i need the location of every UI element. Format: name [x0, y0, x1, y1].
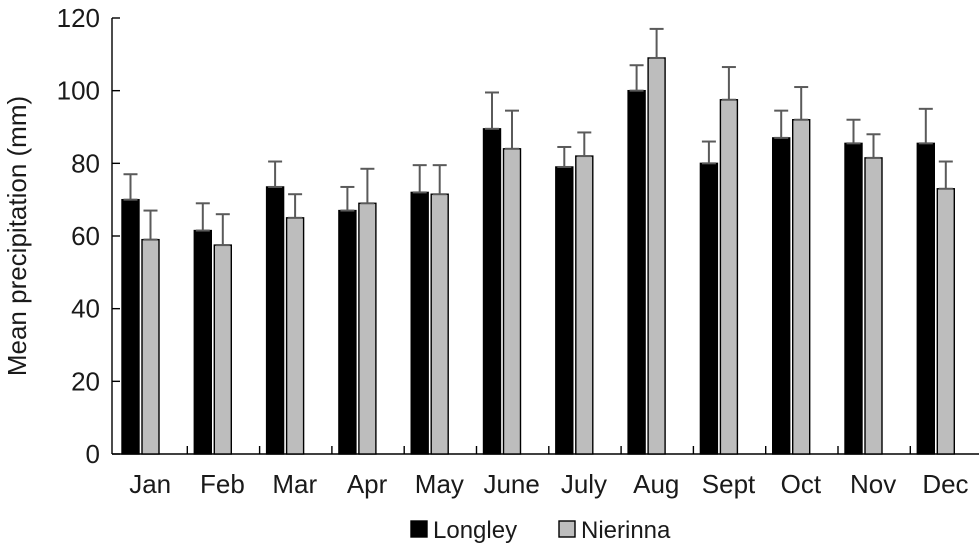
bar-longley-may	[410, 191, 429, 455]
bar-longley-oct	[772, 137, 791, 455]
x-tick-label: Mar	[272, 469, 317, 499]
x-tick-label: Feb	[200, 469, 245, 499]
x-tick-label: Sept	[702, 469, 756, 499]
legend-label-nierinna: Nierinna	[581, 517, 671, 544]
y-tick-label: 80	[71, 148, 100, 178]
y-tick-label: 20	[71, 366, 100, 396]
y-tick-label: 100	[57, 76, 100, 106]
bar-nierinna-dec	[936, 188, 955, 455]
bar-nierinna-feb	[213, 244, 233, 455]
bar-longley-june	[482, 128, 502, 455]
x-tick-label: June	[483, 469, 539, 499]
bar-longley-feb	[193, 229, 213, 455]
bar-nierinna-may	[430, 193, 449, 455]
bar-nierinna-apr	[358, 202, 377, 455]
bar-nierinna-sept	[719, 99, 739, 455]
bar-nierinna-nov	[864, 157, 883, 455]
bar-nierinna-oct	[792, 119, 811, 455]
bar-longley-dec	[916, 142, 935, 455]
bar-nierinna-mar	[285, 217, 305, 455]
x-tick-label: Apr	[347, 469, 388, 499]
bar-longley-july	[555, 166, 574, 455]
legend-label-longley: Longley	[433, 517, 517, 544]
y-axis-label: Mean precipitation (mm)	[2, 96, 32, 376]
bar-nierinna-july	[575, 155, 594, 455]
bar-nierinna-june	[502, 148, 522, 455]
x-tick-label: July	[561, 469, 607, 499]
plot-area: 0 20 40 60 80 100 120 Jan Feb Mar Apr May June July Au…	[57, 3, 979, 499]
x-tick-label: Oct	[781, 469, 822, 499]
legend: Longley Nierinna	[410, 517, 671, 544]
y-tick-label: 60	[71, 221, 100, 251]
bar-longley-sept	[699, 162, 719, 455]
y-tick-label: 0	[86, 439, 100, 469]
legend-swatch-nierinna	[558, 520, 576, 538]
bar-longley-jan	[121, 198, 140, 455]
y-tick-label: 120	[57, 3, 100, 33]
bar-longley-aug	[627, 89, 646, 455]
y-tick-label: 40	[71, 294, 100, 324]
legend-swatch-longley	[410, 520, 428, 538]
x-tick-label: Aug	[633, 469, 679, 499]
x-tick-label: Jan	[129, 469, 171, 499]
x-tick-label: May	[415, 469, 464, 499]
bar-longley-apr	[338, 209, 357, 455]
x-tick-label: Dec	[922, 469, 968, 499]
x-tick-label: Nov	[850, 469, 896, 499]
bar-longley-nov	[844, 142, 863, 455]
bar-nierinna-aug	[647, 57, 666, 455]
bar-longley-mar	[265, 186, 285, 455]
bar-nierinna-jan	[141, 238, 160, 455]
